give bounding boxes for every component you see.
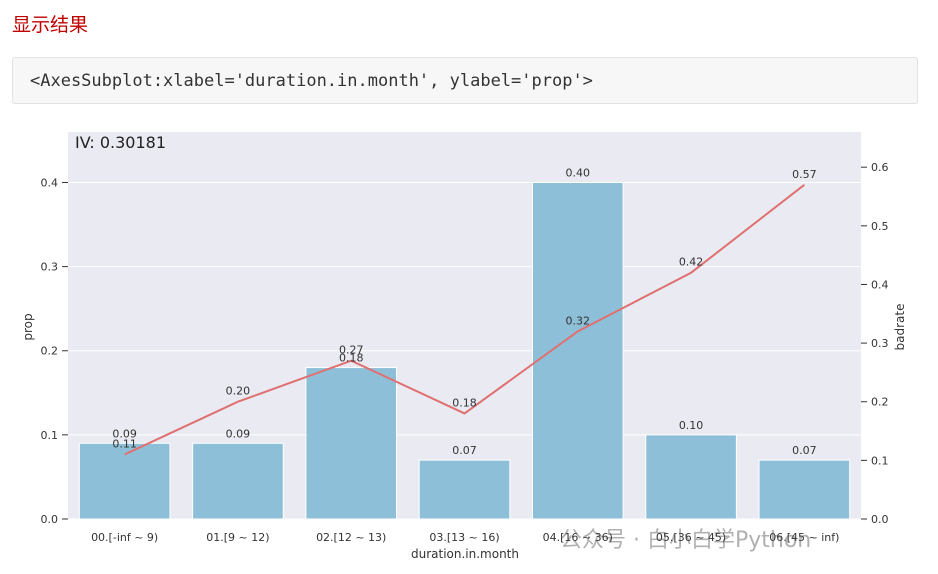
bar-value-label: 0.09	[226, 427, 251, 440]
x-tick-label: 00.[-inf ~ 9)	[91, 531, 158, 544]
y2-tick-label: 0.6	[871, 161, 889, 174]
bar	[418, 459, 511, 520]
watermark-text: 公众号 · 白小白学Python	[560, 528, 812, 553]
badrate-value-label: 0.27	[339, 344, 364, 357]
y2-tick-label: 0.3	[871, 337, 889, 350]
x-tick-label: 06.[45 ~ inf)	[769, 531, 839, 544]
y2-tick-label: 0.0	[871, 513, 889, 526]
badrate-value-label: 0.18	[452, 396, 477, 409]
y-tick-label: 0.0	[41, 513, 59, 526]
x-axis-label: duration.in.month	[411, 547, 519, 561]
x-tick-label: 04.[16 ~ 36)	[543, 531, 613, 544]
y-tick-label: 0.1	[41, 429, 59, 442]
x-tick-label: 03.[13 ~ 16)	[429, 531, 499, 544]
y-tick-label: 0.3	[41, 261, 59, 274]
y-axis-label: prop	[21, 313, 35, 340]
code-output-text: <AxesSubplot:xlabel='duration.in.month',…	[30, 71, 593, 91]
badrate-value-label: 0.32	[566, 314, 591, 327]
y2-tick-label: 0.1	[871, 454, 889, 467]
bar-value-label: 0.18	[339, 352, 364, 365]
iv-annotation: IV: 0.30181	[75, 133, 166, 152]
result-heading: 显示结果	[12, 14, 89, 36]
code-output-box: <AxesSubplot:xlabel='duration.in.month',…	[12, 57, 918, 104]
x-tick-label: 01.[9 ~ 12)	[206, 531, 269, 544]
y2-tick-label: 0.4	[871, 278, 889, 291]
badrate-value-label: 0.42	[679, 256, 704, 269]
bar	[645, 434, 737, 520]
badrate-line	[124, 183, 805, 456]
bar-value-label: 0.40	[566, 166, 591, 179]
binning-chart: 0.09 0.09 0.18 0.07 0.40 0.10 0.07 0.11 0.20 0.27…	[21, 132, 907, 561]
y-tick-label: 0.2	[41, 345, 59, 358]
badrate-value-label: 0.20	[226, 385, 251, 398]
bar-value-label: 0.10	[679, 419, 704, 432]
y2-axis-label: badrate	[893, 304, 907, 351]
bar	[305, 367, 398, 520]
x-tick-label: 05.[36 ~ 45)	[656, 531, 726, 544]
badrate-value-label: 0.57	[792, 168, 817, 181]
bar	[192, 442, 284, 520]
x-tick-label: 02.[12 ~ 13)	[316, 531, 386, 544]
bar-value-label: 0.07	[792, 444, 817, 457]
bar	[758, 459, 851, 520]
bar-value-label: 0.09	[112, 427, 137, 440]
y-tick-label: 0.4	[41, 176, 59, 189]
bar	[531, 181, 624, 520]
bar-value-label: 0.07	[452, 444, 477, 457]
bar	[78, 442, 171, 520]
y2-tick-label: 0.2	[871, 396, 889, 409]
badrate-value-label: 0.11	[112, 438, 137, 451]
y2-tick-label: 0.5	[871, 220, 889, 233]
